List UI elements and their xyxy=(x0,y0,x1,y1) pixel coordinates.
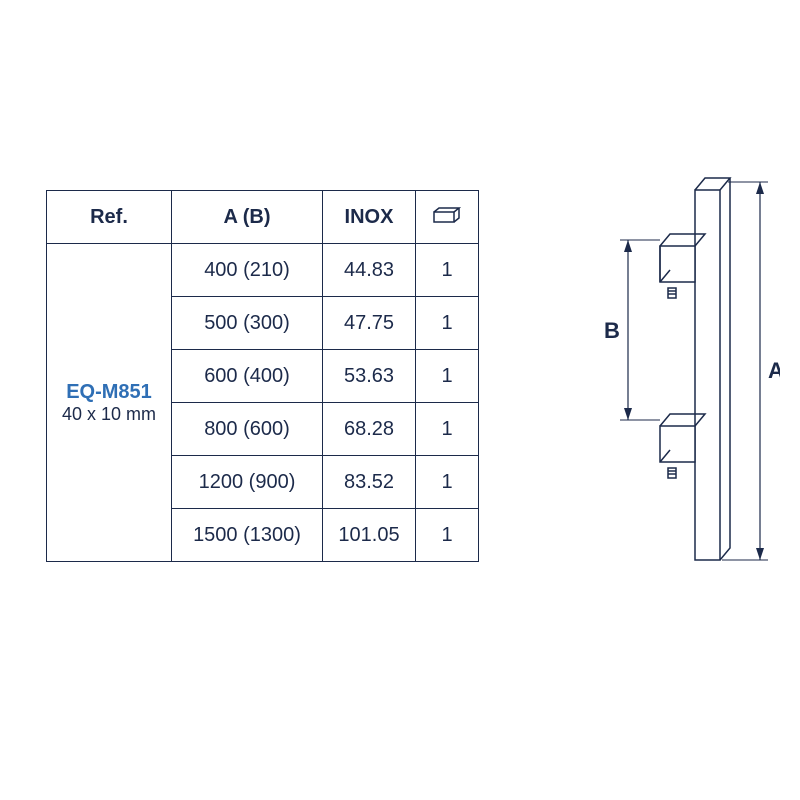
cell-ab: 1200 (900) xyxy=(172,456,323,509)
header-ref: Ref. xyxy=(47,191,172,244)
cell-qty: 1 xyxy=(416,297,479,350)
header-ab: A (B) xyxy=(172,191,323,244)
box-icon xyxy=(432,206,462,229)
cell-inox: 53.63 xyxy=(323,350,416,403)
cell-inox: 68.28 xyxy=(323,403,416,456)
cell-ab: 600 (400) xyxy=(172,350,323,403)
cell-qty: 1 xyxy=(416,244,479,297)
spec-table: Ref. A (B) INOX xyxy=(46,190,479,562)
ref-code: EQ-M851 xyxy=(48,381,170,404)
product-diagram: B A xyxy=(520,160,780,580)
cell-qty: 1 xyxy=(416,456,479,509)
cell-ab: 400 (210) xyxy=(172,244,323,297)
ref-cell: EQ-M851 40 x 10 mm xyxy=(47,244,172,562)
table-row: EQ-M851 40 x 10 mm 400 (210) 44.83 1 xyxy=(47,244,479,297)
ref-dim: 40 x 10 mm xyxy=(48,404,170,425)
header-qty xyxy=(416,191,479,244)
header-inox: INOX xyxy=(323,191,416,244)
cell-inox: 44.83 xyxy=(323,244,416,297)
cell-ab: 800 (600) xyxy=(172,403,323,456)
dim-label-a: A xyxy=(768,358,780,383)
cell-qty: 1 xyxy=(416,403,479,456)
cell-ab: 500 (300) xyxy=(172,297,323,350)
cell-qty: 1 xyxy=(416,509,479,562)
cell-inox: 47.75 xyxy=(323,297,416,350)
dim-label-b: B xyxy=(604,318,620,343)
cell-qty: 1 xyxy=(416,350,479,403)
cell-inox: 101.05 xyxy=(323,509,416,562)
cell-ab: 1500 (1300) xyxy=(172,509,323,562)
cell-inox: 83.52 xyxy=(323,456,416,509)
